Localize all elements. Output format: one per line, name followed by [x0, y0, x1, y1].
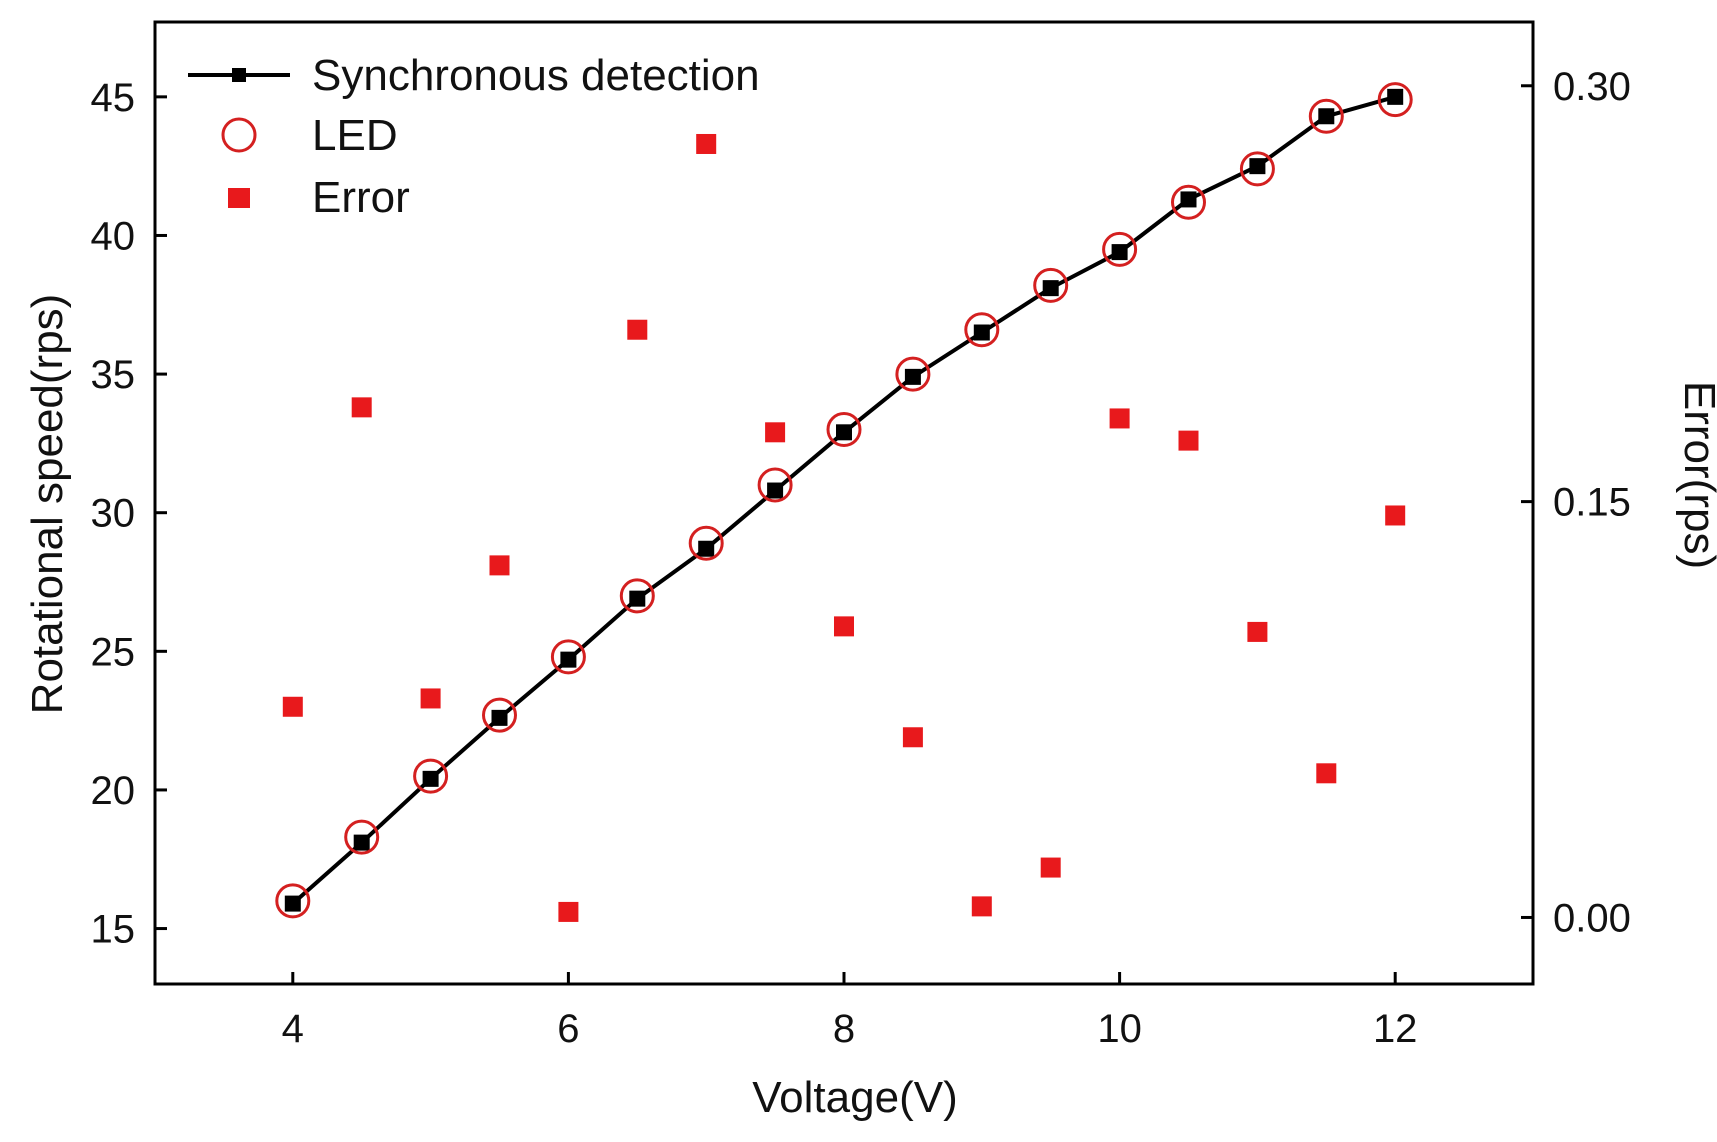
synchronous-detection-point — [560, 651, 577, 668]
synchronous-detection-point — [767, 482, 784, 499]
led-point — [619, 578, 655, 614]
x-tick-label: 10 — [1097, 1007, 1142, 1051]
x-tick-label: 12 — [1373, 1007, 1418, 1051]
synchronous-detection-point — [904, 368, 921, 385]
y-tick-label: 45 — [91, 76, 136, 120]
synchronous-detection-point — [1042, 280, 1059, 297]
y2-axis-ticks: 0.00 0.15 0.30 — [1521, 65, 1631, 940]
led-point — [1102, 231, 1138, 267]
led-point — [964, 312, 1000, 348]
y2-axis-title: Error(rps) — [1675, 381, 1717, 569]
led-point — [1377, 82, 1413, 118]
x-axis-ticks: 4 6 8 10 12 — [282, 972, 1418, 1051]
synchronous-detection-point — [698, 540, 715, 557]
led-point — [895, 356, 931, 392]
error-point — [558, 901, 579, 922]
synchronous-detection-point — [284, 895, 301, 912]
led-point — [344, 819, 380, 855]
synchronous-detection-point — [629, 590, 646, 607]
x-tick-label: 4 — [282, 1007, 304, 1051]
error-point — [420, 688, 441, 709]
error-point — [1247, 621, 1268, 642]
legend-circle-swatch — [221, 117, 257, 153]
error-point — [351, 397, 372, 418]
led-point — [482, 697, 517, 733]
legend-item-error: Error — [228, 173, 410, 222]
synchronous-detection-point — [1111, 244, 1128, 261]
legend-item-synchronous-detection: Synchronous detection — [188, 51, 760, 100]
error-point — [834, 616, 854, 637]
y-tick-label: 25 — [91, 630, 136, 674]
synchronous-detection-point — [353, 834, 370, 851]
legend-error-swatch — [228, 188, 250, 208]
error-point — [1040, 857, 1061, 878]
error-point — [489, 555, 510, 576]
y2-tick-label: 0.15 — [1553, 481, 1631, 525]
led-point — [1171, 184, 1206, 220]
y-tick-label: 15 — [91, 908, 136, 952]
error-point — [1385, 505, 1406, 526]
synchronous-detection-point — [1249, 158, 1266, 175]
y2-tick-label: 0.00 — [1553, 896, 1631, 940]
y-tick-label: 30 — [91, 492, 136, 536]
error-point — [971, 896, 992, 917]
y-tick-label: 20 — [91, 769, 136, 813]
legend-label-led: LED — [312, 111, 398, 160]
error-point — [696, 133, 717, 154]
synchronous-detection-line — [291, 94, 1396, 906]
error-point — [902, 727, 923, 748]
legend-label-error: Error — [312, 173, 410, 222]
synchronous-detection-point — [491, 709, 508, 726]
led-point — [275, 883, 311, 919]
led-series — [275, 82, 1413, 919]
led-point — [550, 639, 586, 675]
x-tick-label: 6 — [557, 1007, 579, 1051]
error-point — [282, 696, 303, 717]
led-point — [413, 758, 449, 794]
error-point — [627, 319, 648, 340]
synchronous-detection-point — [973, 324, 990, 341]
synchronous-detection-point — [836, 424, 852, 441]
led-point — [1239, 151, 1275, 187]
synchronous-detection-point — [1318, 108, 1335, 125]
synchronous-detection-point — [1387, 88, 1404, 105]
y-axis-ticks: 15 20 25 30 35 40 45 — [91, 76, 167, 952]
led-point — [757, 467, 793, 503]
legend-label-synchronous-detection: Synchronous detection — [312, 51, 760, 100]
synchronous-detection-point — [1180, 191, 1197, 208]
x-tick-label: 8 — [833, 1007, 855, 1051]
error-series — [282, 133, 1406, 922]
y-tick-label: 35 — [91, 353, 136, 397]
led-point — [688, 525, 724, 561]
led-point — [1308, 98, 1344, 134]
y2-tick-label: 0.30 — [1553, 65, 1631, 109]
synchronous-detection-series — [284, 88, 1404, 912]
legend-item-led: LED — [221, 111, 398, 160]
error-point — [1316, 763, 1337, 784]
error-point — [765, 422, 786, 443]
x-axis-title: Voltage(V) — [752, 1073, 957, 1122]
led-point — [826, 412, 862, 448]
legend: Synchronous detection LED Error — [188, 51, 760, 222]
error-point — [1109, 408, 1130, 429]
legend-square-swatch — [232, 68, 246, 82]
error-point — [1178, 430, 1199, 451]
y-tick-label: 40 — [91, 214, 136, 258]
y-axis-title: Rotational speed(rps) — [23, 294, 72, 715]
led-point — [1033, 267, 1069, 303]
synchronous-detection-point — [422, 770, 439, 787]
